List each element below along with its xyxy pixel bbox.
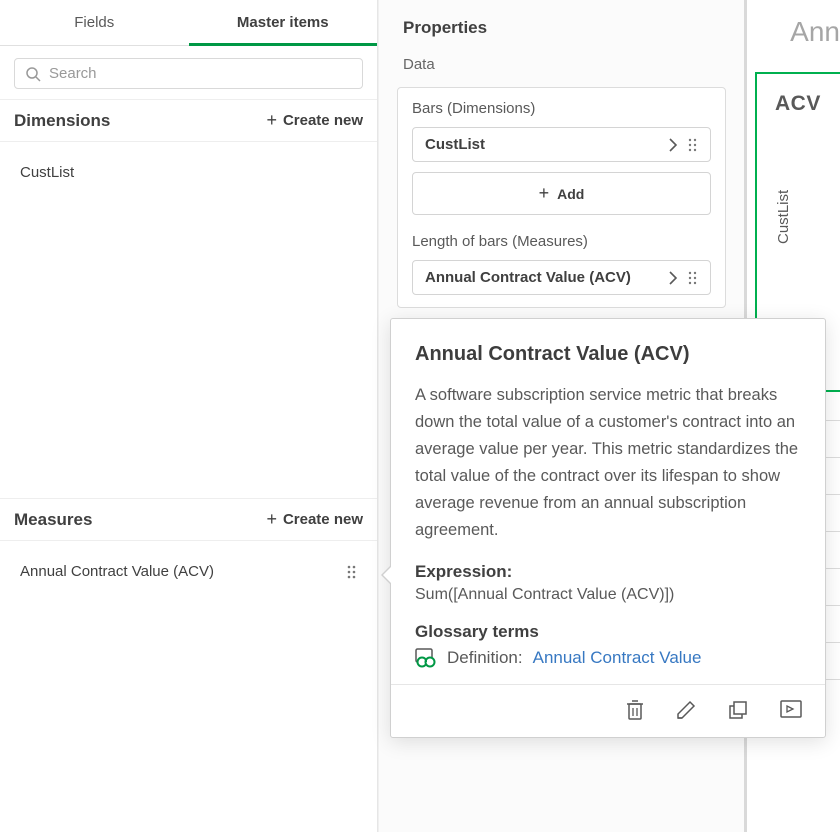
glossary-label: Glossary terms (415, 622, 801, 642)
create-new-label: Create new (283, 511, 363, 528)
add-dimension-button[interactable]: + Add (412, 172, 711, 215)
bars-dimensions-label: Bars (Dimensions) (412, 100, 711, 117)
add-to-sheet-icon[interactable] (779, 699, 803, 721)
chart-title-acv: ACV (775, 92, 821, 116)
plus-icon: + (266, 110, 277, 131)
dimension-item[interactable]: CustList (0, 150, 377, 195)
measure-pill[interactable]: Annual Contract Value (ACV) (412, 260, 711, 295)
tabs: Fields Master items (0, 0, 377, 46)
popover-title: Annual Contract Value (ACV) (415, 343, 801, 366)
left-panel: Fields Master items Dimensions + Create … (0, 0, 378, 832)
definition-label: Definition: (447, 648, 523, 668)
properties-title: Properties (379, 0, 744, 50)
measure-details-popover: Annual Contract Value (ACV) A software s… (390, 318, 826, 738)
measure-item-label: Annual Contract Value (ACV) (20, 563, 214, 580)
dimension-pill[interactable]: CustList (412, 127, 711, 162)
properties-card: Bars (Dimensions) CustList + Add (397, 87, 726, 308)
create-new-measure-button[interactable]: + Create new (266, 509, 363, 530)
tab-fields[interactable]: Fields (0, 0, 189, 46)
glossary-link[interactable]: Annual Contract Value (533, 648, 702, 668)
chevron-right-icon[interactable] (668, 271, 678, 285)
delete-icon[interactable] (625, 699, 645, 721)
search-input[interactable] (49, 65, 352, 82)
edit-icon[interactable] (675, 699, 697, 721)
duplicate-icon[interactable] (727, 699, 749, 721)
length-measures-label: Length of bars (Measures) (412, 233, 711, 250)
glossary-icon (415, 648, 437, 668)
dimensions-section: Dimensions + Create new CustList (0, 99, 377, 203)
plus-icon: + (266, 509, 277, 530)
create-new-label: Create new (283, 112, 363, 129)
measures-section: Measures + Create new Annual Contract Va… (0, 498, 377, 832)
search-icon (25, 66, 41, 82)
drag-handle-icon[interactable] (688, 270, 698, 286)
expression-label: Expression: (415, 562, 801, 582)
add-label: Add (557, 186, 584, 202)
properties-data-label: Data (379, 50, 744, 87)
measure-pill-label: Annual Contract Value (ACV) (425, 269, 631, 286)
chart-y-axis-label: CustList (775, 190, 792, 244)
chart-title-clipped: Ann (790, 16, 840, 48)
search-box[interactable] (14, 58, 363, 89)
measure-item[interactable]: Annual Contract Value (ACV) (0, 549, 377, 594)
measures-title: Measures (14, 510, 92, 530)
chevron-right-icon[interactable] (668, 138, 678, 152)
popover-footer (391, 684, 825, 737)
dimension-pill-label: CustList (425, 136, 485, 153)
drag-handle-icon[interactable] (688, 137, 698, 153)
expression-value: Sum([Annual Contract Value (ACV)]) (415, 586, 801, 604)
create-new-dimension-button[interactable]: + Create new (266, 110, 363, 131)
dimension-item-label: CustList (20, 164, 74, 181)
dimensions-title: Dimensions (14, 111, 110, 131)
plus-icon: + (539, 183, 550, 204)
search-wrap (0, 46, 377, 99)
drag-handle-icon[interactable] (347, 564, 357, 580)
tab-master-items[interactable]: Master items (189, 0, 378, 46)
popover-description: A software subscription service metric t… (415, 382, 801, 544)
